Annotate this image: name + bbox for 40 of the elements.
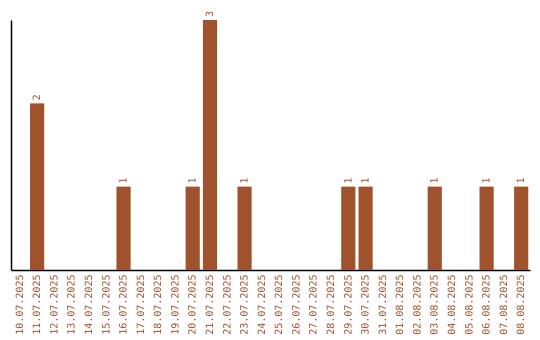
data-label: 1 bbox=[118, 178, 130, 184]
x-tick-label: 11.07.2025 bbox=[32, 274, 44, 335]
x-tick-label: 18.07.2025 bbox=[153, 274, 164, 335]
x-tick-label: 20.07.2025 bbox=[188, 274, 199, 335]
x-tick-label: 14.07.2025 bbox=[84, 274, 95, 335]
data-label: 1 bbox=[343, 178, 354, 184]
x-tick-label: 22.07.2025 bbox=[222, 274, 234, 335]
x-tick-label: 08.08.2025 bbox=[516, 274, 528, 335]
x-tick-label: 13.07.2025 bbox=[66, 274, 78, 335]
data-label: 3 bbox=[204, 10, 216, 17]
data-label: 1 bbox=[188, 178, 199, 184]
x-tick-label: 29.07.2025 bbox=[343, 274, 354, 335]
data-label: 1 bbox=[482, 178, 493, 184]
x-tick-label: 07.08.2025 bbox=[498, 274, 510, 335]
x-tick-label: 26.07.2025 bbox=[291, 274, 302, 335]
x-tick-label: 02.08.2025 bbox=[412, 274, 424, 335]
x-tick-label: 06.08.2025 bbox=[482, 274, 493, 335]
data-label: 1 bbox=[430, 178, 441, 184]
x-tick-label: 21.07.2025 bbox=[204, 274, 216, 335]
x-tick-label: 28.07.2025 bbox=[326, 274, 338, 335]
data-label: 1 bbox=[516, 178, 528, 184]
x-tick-label: 01.08.2025 bbox=[395, 274, 406, 335]
data-label: 1 bbox=[360, 178, 372, 184]
x-tick-label: 30.07.2025 bbox=[360, 274, 372, 335]
x-tick-label: 25.07.2025 bbox=[274, 274, 286, 335]
x-tick-label: 04.08.2025 bbox=[447, 274, 458, 335]
x-tick-label: 10.07.2025 bbox=[14, 274, 26, 335]
x-tick-label: 24.07.2025 bbox=[256, 274, 268, 335]
x-tick-label: 23.07.2025 bbox=[240, 274, 251, 335]
data-label: 2 bbox=[32, 94, 44, 100]
data-label: 1 bbox=[240, 178, 251, 184]
x-tick-label: 27.07.2025 bbox=[308, 274, 320, 335]
x-tick-label: 05.08.2025 bbox=[464, 274, 476, 335]
x-tick-label: 15.07.2025 bbox=[101, 274, 112, 335]
x-tick-label: 16.07.2025 bbox=[118, 274, 130, 335]
x-tick-label: 17.07.2025 bbox=[136, 274, 147, 335]
x-tick-label: 12.07.2025 bbox=[49, 274, 60, 335]
x-tick-label: 19.07.2025 bbox=[170, 274, 182, 335]
x-tick-label: 31.07.2025 bbox=[378, 274, 389, 335]
x-tick-label: 03.08.2025 bbox=[430, 274, 441, 335]
